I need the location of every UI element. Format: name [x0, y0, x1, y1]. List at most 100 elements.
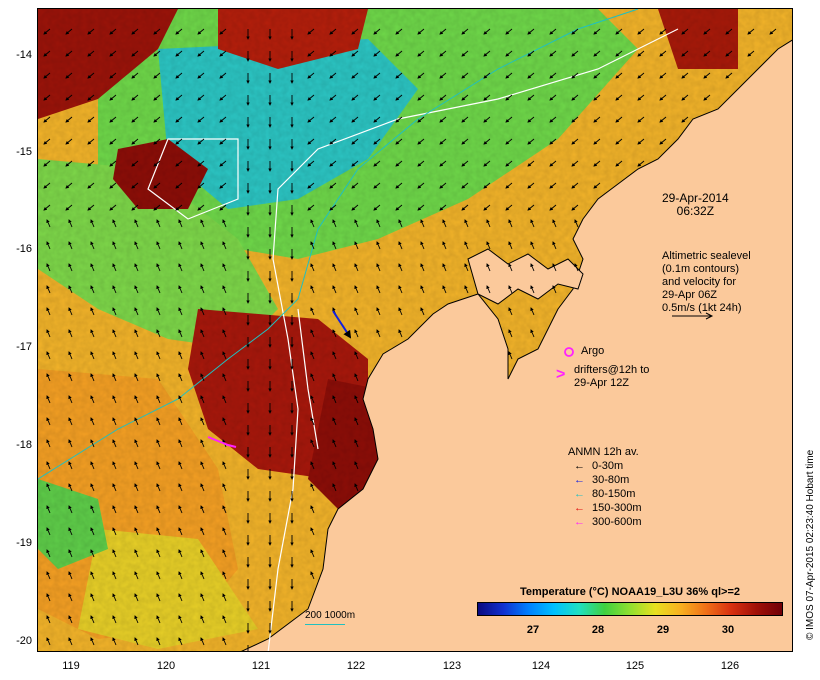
velocity-arrow: [527, 94, 535, 101]
altimetry-note: Altimetric sealevel (0.1m contours) and …: [662, 250, 751, 314]
velocity-arrow: [68, 307, 73, 316]
velocity-arrow: [571, 28, 579, 35]
velocity-arrow: [637, 50, 645, 57]
velocity-arrow: [90, 593, 95, 602]
velocity-arrow: [307, 116, 315, 123]
velocity-arrow: [725, 50, 733, 57]
velocity-arrow: [505, 182, 513, 189]
velocity-arrow: [178, 461, 183, 470]
velocity-arrows: [43, 28, 777, 651]
velocity-arrow: [307, 138, 315, 145]
velocity-arrow: [395, 28, 403, 35]
velocity-arrow: [90, 461, 95, 470]
velocity-arrow: [46, 593, 51, 602]
velocity-arrow: [134, 461, 139, 470]
velocity-arrow: [222, 307, 227, 316]
velocity-arrow: [615, 116, 623, 123]
velocity-arrow: [112, 219, 117, 228]
velocity-arrow: [87, 160, 95, 167]
velocity-arrow: [549, 94, 557, 101]
velocity-arrow: [156, 439, 161, 448]
velocity-arrow: [156, 637, 161, 646]
velocity-arrow: [68, 439, 73, 448]
velocity-arrow: [398, 263, 403, 272]
velocity-arrow: [505, 50, 513, 57]
velocity-arrow: [46, 505, 51, 514]
velocity-arrow: [156, 307, 161, 316]
colorbar-tick: 29: [656, 624, 670, 636]
velocity-arrow: [307, 160, 315, 167]
velocity-arrow: [156, 373, 161, 382]
argo-float-marker: [564, 347, 574, 357]
velocity-arrow: [197, 138, 205, 145]
velocity-arrow: [442, 241, 447, 250]
velocity-arrow: [131, 204, 139, 211]
velocity-arrow: [439, 204, 447, 211]
velocity-arrow: [43, 50, 51, 57]
lon-tick-label: 123: [442, 660, 462, 672]
velocity-arrow: [178, 219, 183, 228]
velocity-arrow: [178, 571, 183, 580]
velocity-arrow: [508, 219, 513, 228]
velocity-arrow: [219, 182, 227, 189]
velocity-arrow: [307, 94, 315, 101]
velocity-arrow: [549, 116, 557, 123]
velocity-arrow: [310, 439, 315, 448]
velocity-arrow: [156, 615, 161, 624]
velocity-arrow: [112, 395, 117, 404]
velocity-arrow: [153, 94, 161, 101]
lon-tick-label: 122: [346, 660, 366, 672]
velocity-arrow: [593, 182, 601, 189]
velocity-arrow: [65, 160, 73, 167]
velocity-arrow: [552, 219, 557, 228]
velocity-arrow: [354, 219, 359, 228]
velocity-arrow: [376, 241, 381, 250]
velocity-arrow: [354, 439, 359, 448]
velocity-arrow: [219, 72, 227, 79]
velocity-arrow: [615, 160, 623, 167]
velocity-arrow: [65, 138, 73, 145]
velocity-arrow: [222, 615, 227, 624]
velocity-arrow: [68, 571, 73, 580]
velocity-arrow: [178, 527, 183, 536]
velocity-arrow: [90, 307, 95, 316]
velocity-arrow: [200, 263, 205, 272]
velocity-arrow: [156, 571, 161, 580]
anmn-legend-item: ← 150-300m: [574, 502, 642, 514]
velocity-arrow: [43, 72, 51, 79]
velocity-arrow: [417, 160, 425, 167]
velocity-arrow: [329, 138, 337, 145]
velocity-arrow: [90, 263, 95, 272]
velocity-arrow: [483, 182, 491, 189]
velocity-arrow: [681, 72, 689, 79]
velocity-arrow: [571, 72, 579, 79]
velocity-arrow: [464, 285, 469, 294]
velocity-arrow: [178, 329, 183, 338]
velocity-arrow: [376, 285, 381, 294]
velocity-arrow: [65, 182, 73, 189]
velocity-arrow: [552, 241, 557, 250]
velocity-arrow: [351, 72, 359, 79]
depth-contour-swatch: [305, 624, 345, 625]
velocity-arrow: [43, 160, 51, 167]
velocity-arrow: [90, 527, 95, 536]
velocity-arrow: [43, 138, 51, 145]
velocity-arrow: [68, 395, 73, 404]
velocity-arrow: [549, 50, 557, 57]
velocity-arrow: [197, 160, 205, 167]
velocity-arrow: [571, 204, 579, 211]
velocity-arrow: [417, 50, 425, 57]
velocity-arrow: [332, 329, 337, 338]
velocity-arrow: [222, 571, 227, 580]
lon-tick-label: 125: [625, 660, 645, 672]
velocity-arrow: [417, 182, 425, 189]
velocity-arrow: [530, 219, 535, 228]
lat-tick-label: -19: [16, 537, 32, 549]
velocity-arrow: [197, 28, 205, 35]
velocity-arrow: [134, 219, 139, 228]
velocity-arrow: [307, 204, 315, 211]
velocity-arrow: [90, 549, 95, 558]
velocity-arrow: [310, 505, 315, 514]
velocity-arrow: [90, 219, 95, 228]
velocity-arrow: [483, 116, 491, 123]
